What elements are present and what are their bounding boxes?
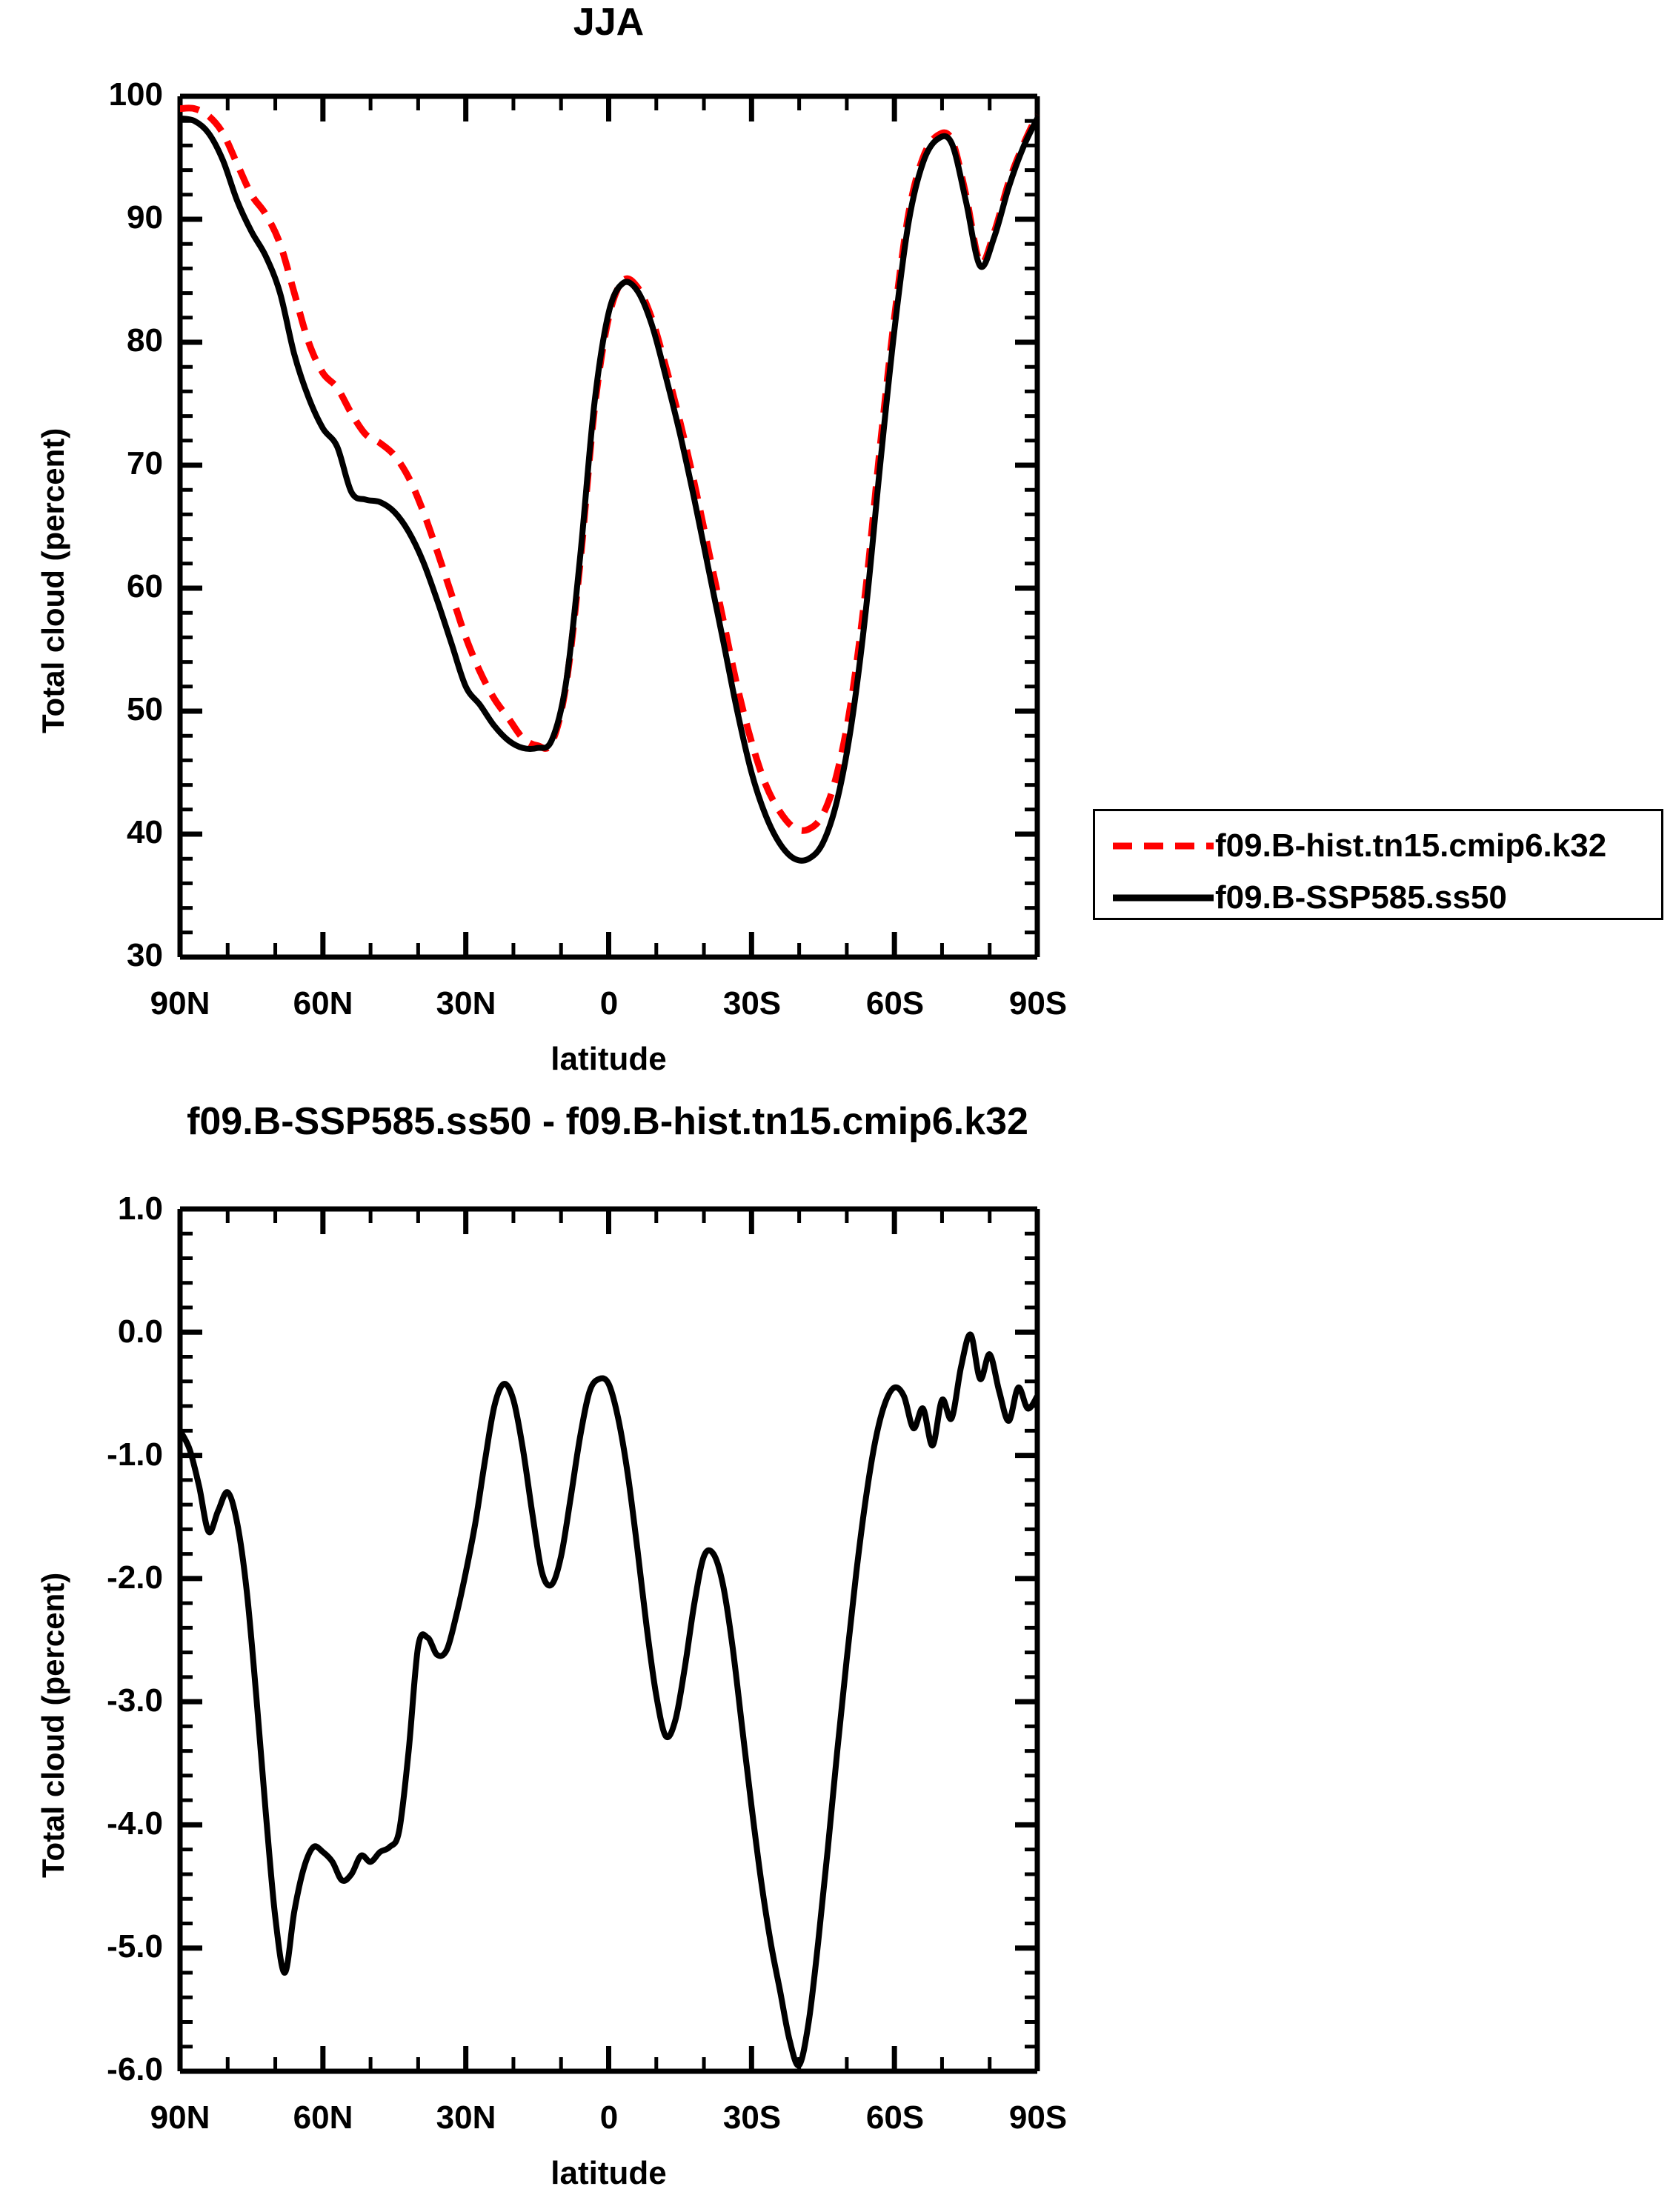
- bottom-xtick-60N: 60N: [293, 2099, 353, 2136]
- bottom-panel-x-axis-title: latitude: [551, 2155, 667, 2191]
- top-xtick-60S: 60S: [865, 985, 925, 1022]
- legend-item-hist[interactable]: f09.B-hist.tn15.cmip6.k32: [1111, 827, 1606, 865]
- top-xtick-30S: 30S: [722, 985, 782, 1022]
- bottom-xtick-90S: 90S: [1008, 2099, 1068, 2136]
- top-panel: JJA Total cloud (percent) 100 90 80 70 6…: [0, 0, 1082, 1089]
- bottom-ytick--2.0: -2.0: [107, 1559, 163, 1596]
- top-xtick-90N: 90N: [150, 985, 210, 1022]
- top-ytick-50: 50: [127, 691, 163, 727]
- top-xtick-0: 0: [599, 985, 619, 1022]
- top-ytick-60: 60: [127, 568, 163, 604]
- bottom-panel-title: f09.B-SSP585.ss50 - f09.B-hist.tn15.cmip…: [187, 1100, 1028, 1143]
- top-ytick-40: 40: [127, 814, 163, 850]
- top-xtick-90S: 90S: [1008, 985, 1068, 1022]
- bottom-xtick-30N: 30N: [436, 2099, 496, 2136]
- legend: f09.B-hist.tn15.cmip6.k32 f09.B-SSP585.s…: [1093, 809, 1663, 920]
- legend-label-hist: f09.B-hist.tn15.cmip6.k32: [1215, 827, 1607, 864]
- top-xtick-30N: 30N: [436, 985, 496, 1022]
- bottom-xtick-0: 0: [599, 2099, 619, 2136]
- bottom-xtick-60S: 60S: [865, 2099, 925, 2136]
- bottom-xtick-90N: 90N: [150, 2099, 210, 2136]
- bottom-ytick--6.0: -6.0: [107, 2051, 163, 2088]
- bottom-ytick-1.0: 1.0: [117, 1190, 163, 1227]
- legend-item-ssp585[interactable]: f09.B-SSP585.ss50: [1111, 879, 1507, 916]
- bottom-ytick--1.0: -1.0: [107, 1436, 163, 1473]
- top-panel-x-axis-title: latitude: [551, 1041, 667, 1077]
- top-panel-plot: [177, 93, 1040, 960]
- top-ytick-80: 80: [127, 322, 163, 359]
- bottom-panel: f09.B-SSP585.ss50 - f09.B-hist.tn15.cmip…: [0, 1082, 1082, 2212]
- top-ytick-100: 100: [108, 76, 163, 113]
- top-ytick-70: 70: [127, 445, 163, 482]
- top-panel-title: JJA: [573, 1, 645, 44]
- legend-swatch-ssp585-solid-line: [1113, 894, 1214, 902]
- bottom-ytick--3.0: -3.0: [107, 1682, 163, 1719]
- top-ytick-30: 30: [127, 937, 163, 973]
- top-ytick-90: 90: [127, 199, 163, 236]
- bottom-ytick--4.0: -4.0: [107, 1805, 163, 1842]
- top-xtick-60N: 60N: [293, 985, 353, 1022]
- bottom-ytick-0.0: 0.0: [117, 1313, 163, 1350]
- legend-label-ssp585: f09.B-SSP585.ss50: [1215, 879, 1507, 916]
- bottom-xtick-30S: 30S: [722, 2099, 782, 2136]
- legend-swatch-hist-dashed-line: [1113, 842, 1214, 850]
- bottom-panel-plot: [177, 1206, 1040, 2074]
- bottom-ytick--5.0: -5.0: [107, 1928, 163, 1965]
